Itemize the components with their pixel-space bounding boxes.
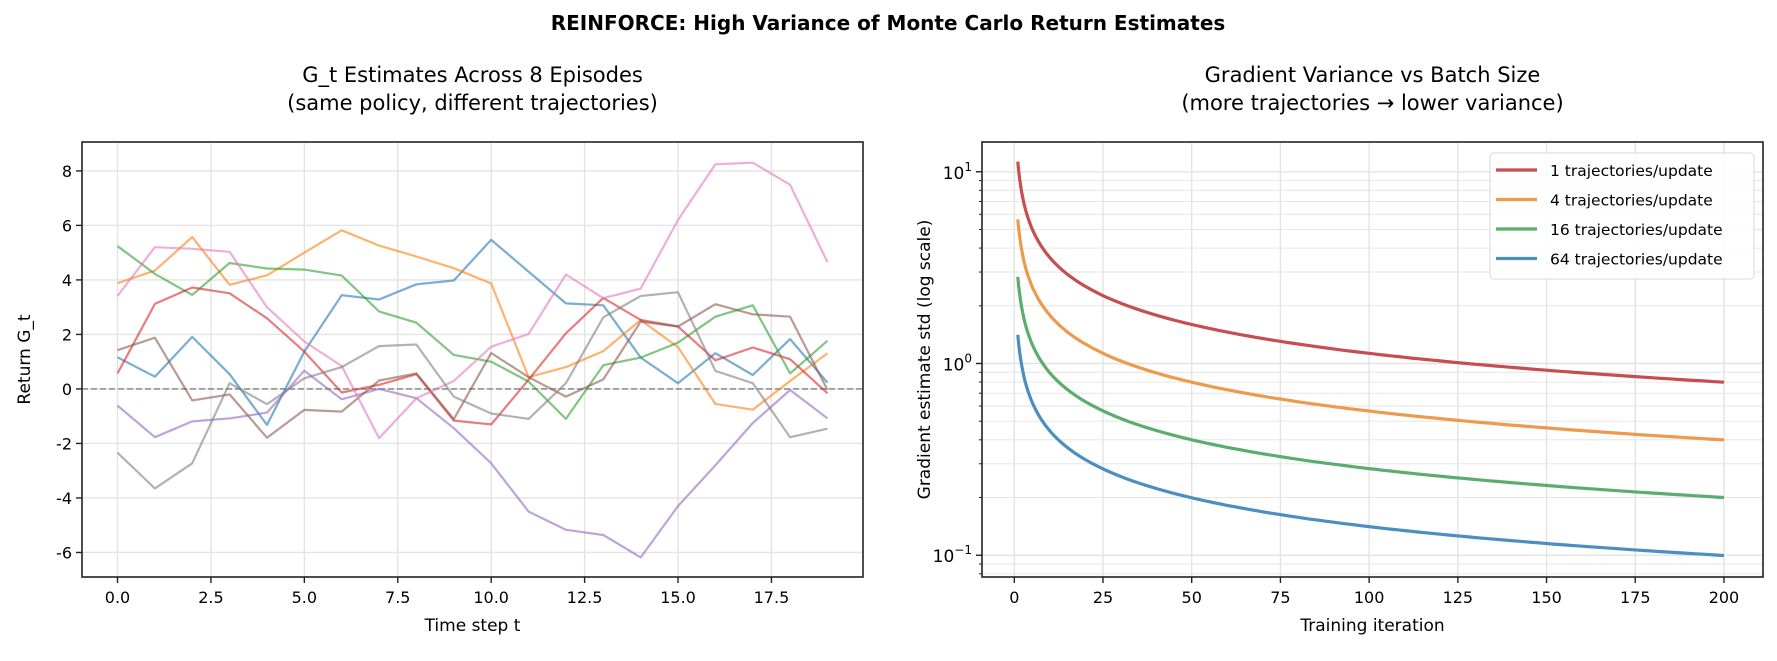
x-axis-label: Training iteration bbox=[1299, 616, 1444, 636]
y-tick-label: -2 bbox=[56, 434, 72, 453]
chart-title: G_t Estimates Across 8 Episodes bbox=[302, 63, 643, 88]
x-axis-label: Time step t bbox=[424, 616, 521, 636]
y-tick-label: 0 bbox=[62, 380, 72, 399]
axes-frame bbox=[81, 141, 864, 578]
x-tick-label: 15.0 bbox=[660, 588, 696, 607]
x-tick-label: 10.0 bbox=[473, 588, 509, 607]
y-tick-label: 4 bbox=[62, 271, 72, 290]
x-tick-label: 175 bbox=[1620, 588, 1651, 607]
x-tick-label: 5.0 bbox=[292, 588, 317, 607]
x-tick-label: 0 bbox=[1009, 588, 1019, 607]
variance-chart: Gradient Variance vs Batch Size (more tra… bbox=[915, 63, 1764, 636]
x-tick-label: 7.5 bbox=[385, 588, 410, 607]
x-tick-label: 2.5 bbox=[198, 588, 223, 607]
y-tick-label: 2 bbox=[62, 325, 72, 344]
legend-label: 64 trajectories/update bbox=[1550, 251, 1723, 269]
y-tick-label: -6 bbox=[56, 543, 72, 562]
y-tick-label: 6 bbox=[62, 216, 72, 235]
y-tick-base: 10 bbox=[933, 547, 955, 567]
legend-item: 16 trajectories/update bbox=[1496, 221, 1723, 239]
series-line-7 bbox=[116, 291, 828, 490]
returns-chart: G_t Estimates Across 8 Episodes (same pol… bbox=[15, 63, 864, 636]
x-tick-label: 12.5 bbox=[567, 588, 603, 607]
y-tick-exponent: 0 bbox=[964, 352, 972, 366]
y-axis-label: Return G_t bbox=[15, 314, 35, 404]
chart-subtitle: (more trajectories → lower variance) bbox=[1181, 91, 1563, 115]
series-line-1 bbox=[1016, 219, 1725, 442]
series-line-5 bbox=[117, 303, 829, 439]
legend-item: 64 trajectories/update bbox=[1496, 251, 1723, 269]
x-tick-label: 25 bbox=[1093, 588, 1113, 607]
series-line-6 bbox=[116, 161, 829, 440]
chart-title: Gradient Variance vs Batch Size bbox=[1205, 63, 1541, 87]
y-tick-label: 101 bbox=[943, 160, 972, 184]
y-tick-exponent: 1 bbox=[964, 160, 972, 174]
y-tick-label: -4 bbox=[56, 489, 72, 508]
series-line-3 bbox=[1016, 334, 1725, 558]
series-line-0 bbox=[1016, 161, 1725, 384]
y-tick-label: 10−1 bbox=[933, 543, 972, 567]
series-line-1 bbox=[117, 229, 829, 411]
x-tick-label: 0.0 bbox=[105, 588, 130, 607]
chart-subtitle: (same policy, different trajectories) bbox=[287, 91, 658, 115]
y-tick-base: 10 bbox=[943, 164, 965, 184]
legend-box bbox=[1489, 152, 1755, 280]
x-tick-label: 150 bbox=[1531, 588, 1562, 607]
y-tick-base: 10 bbox=[943, 356, 965, 376]
legend: 1 trajectories/update 4 trajectories/upda… bbox=[1489, 152, 1755, 280]
legend-label: 4 trajectories/update bbox=[1550, 192, 1713, 210]
series-line-4 bbox=[116, 369, 829, 559]
x-tick-label: 100 bbox=[1354, 588, 1385, 607]
x-tick-label: 200 bbox=[1709, 588, 1740, 607]
legend-label: 16 trajectories/update bbox=[1550, 221, 1723, 239]
legend-label: 1 trajectories/update bbox=[1550, 162, 1713, 180]
legend-item: 4 trajectories/update bbox=[1496, 192, 1713, 210]
x-tick-label: 50 bbox=[1182, 588, 1202, 607]
x-tick-label: 125 bbox=[1443, 588, 1474, 607]
suptitle: REINFORCE: High Variance of Monte Carlo … bbox=[551, 11, 1226, 35]
x-tick-label: 17.5 bbox=[754, 588, 790, 607]
axes-frame bbox=[981, 141, 1764, 578]
y-tick-exponent: −1 bbox=[954, 543, 972, 557]
y-tick-label: 100 bbox=[943, 352, 972, 376]
series-line-2 bbox=[1016, 276, 1725, 500]
x-tick-label: 75 bbox=[1270, 588, 1290, 607]
y-tick-label: 8 bbox=[62, 162, 72, 181]
series-line-2 bbox=[116, 245, 829, 420]
y-axis-label: Gradient estimate std (log scale) bbox=[915, 220, 935, 500]
series-line-3 bbox=[116, 286, 829, 426]
legend-item: 1 trajectories/update bbox=[1496, 162, 1713, 180]
